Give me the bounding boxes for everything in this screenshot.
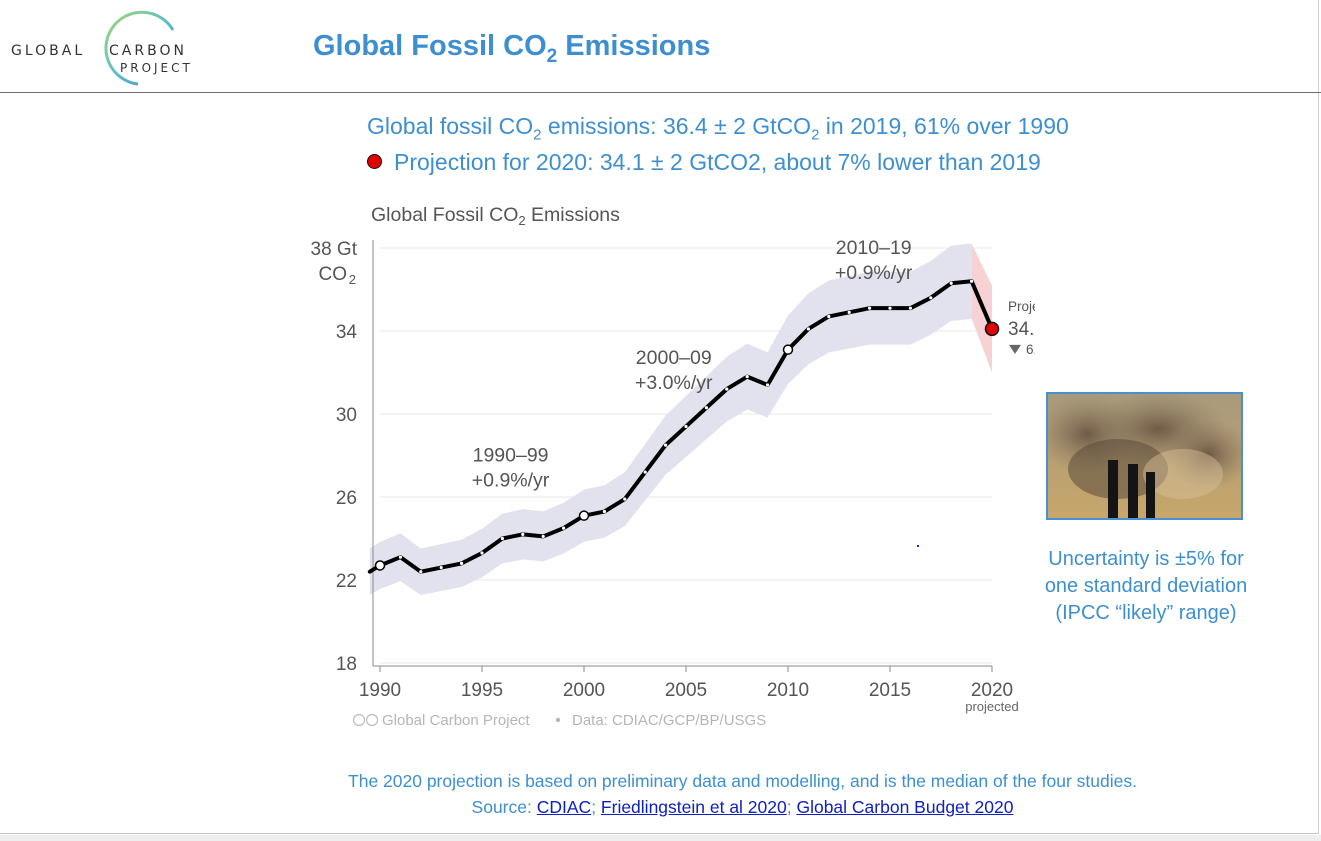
y-unit-label-co2: CO (319, 264, 348, 285)
y-tick-label-22: 22 (336, 571, 357, 592)
emissions-line-chart: 22 26 30 34 18 38 Gt CO 2 1990 1995 2000 2005 2010 20… (311, 204, 1035, 729)
data-point-1990 (374, 560, 386, 571)
projection-label-value: 34.1 Gt CO2 (1008, 319, 1035, 342)
header-divider (0, 92, 1321, 93)
chart-series (367, 279, 1000, 574)
headline-projection-2020: Projection for 2020: 34.1 ± 2 GtCO2, abo… (367, 149, 1041, 176)
credit-separator-dot (555, 717, 561, 723)
smokestack-photo (1046, 392, 1243, 520)
annotation-rate-1: +3.0%/yr (635, 372, 713, 394)
data-point-2005 (684, 424, 688, 429)
friedlingstein-link[interactable]: Friedlingstein et al 2020 (600, 797, 787, 817)
global-carbon-budget-link[interactable]: Global Carbon Budget 2020 (796, 797, 1014, 817)
cdiac-link[interactable]: CDIAC (536, 797, 592, 817)
credit-org: Global Carbon Project (382, 712, 530, 729)
y-unit-label: 38 Gt (311, 239, 358, 260)
projection-point-2020 (984, 321, 1000, 337)
red-bullet-icon (367, 154, 382, 170)
x-tick-label-2000: 2000 (563, 680, 605, 701)
data-point-1994 (460, 561, 464, 565)
y-tick-label-30: 30 (336, 405, 357, 426)
uncertainty-note: Uncertainty is ±5% for one standard devi… (1044, 548, 1248, 624)
data-point-1995 (480, 551, 484, 555)
data-point-1996 (500, 536, 504, 541)
x-tick-label-2010: 2010 (767, 680, 809, 701)
y-tick-label-26: 26 (336, 488, 357, 509)
x-tick-note-projected: projected (965, 699, 1018, 714)
data-point-2016 (908, 306, 913, 310)
data-point-2001 (602, 509, 606, 514)
chart-uncertainty-bands (369, 243, 992, 595)
data-point-2019 (970, 279, 974, 283)
data-point-1999 (562, 526, 566, 530)
projection-label-title: Projection 2020 (1008, 299, 1035, 314)
data-point-1998 (541, 534, 545, 539)
data-point-2018 (949, 281, 953, 285)
data-point-2007 (725, 387, 729, 391)
by-license-icon (365, 713, 379, 727)
x-tick-label-2020: 2020 (971, 680, 1013, 701)
data-point-2002 (623, 497, 627, 501)
logo-text-project: PROJECT (120, 61, 193, 75)
data-point-2012 (827, 314, 831, 319)
footnote: The 2020 projection is based on prelimin… (270, 768, 1215, 820)
headline-emissions-2019: Global fossil CO2 emissions: 36.4 ± 2 Gt… (367, 113, 1069, 144)
data-point-2000 (578, 510, 590, 521)
cc-license-icon (352, 713, 366, 727)
annotation-period-0: 1990–99 (473, 445, 549, 467)
data-point-1991 (398, 555, 402, 559)
data-point-1997 (521, 532, 525, 536)
data-point-2017 (929, 296, 933, 300)
data-point-2010 (782, 344, 794, 355)
data-point-1992 (419, 570, 423, 574)
projection-label-change: 6.7% (1026, 342, 1035, 357)
data-point-2015 (888, 306, 892, 310)
data-point-2009 (766, 383, 770, 387)
data-point-2014 (868, 306, 872, 310)
bottom-strip (0, 835, 1321, 841)
stray-dot (917, 545, 919, 547)
data-point-2011 (806, 327, 810, 331)
x-tick-label-2005: 2005 (665, 680, 707, 701)
annotation-period-1: 2000–09 (636, 347, 712, 369)
chart-title: Global Fossil CO2 Emissions (371, 204, 620, 228)
logo-arc-icon (104, 10, 175, 86)
x-tick-label-1990: 1990 (359, 680, 401, 701)
data-point-2003 (643, 470, 647, 474)
down-triangle-icon (1009, 344, 1021, 354)
x-tick-label-2015: 2015 (869, 680, 911, 701)
annotation-rate-0: +0.9%/yr (472, 470, 550, 492)
uncertainty-band (369, 243, 972, 595)
data-point-2006 (704, 406, 708, 410)
data-point-2004 (664, 443, 668, 447)
projection-line (969, 279, 994, 331)
footnote-line: The 2020 projection is based on prelimin… (348, 771, 1137, 791)
credit-data: Data: CDIAC/GCP/BP/USGS (572, 712, 766, 729)
y-unit-label-sub: 2 (349, 272, 356, 287)
slide-title: Global Fossil CO2 Emissions (313, 30, 711, 67)
logo-text-carbon: CARBON (109, 43, 187, 59)
annotation-rate-2: +0.9%/yr (835, 262, 913, 284)
y-tick-label-34: 34 (336, 322, 358, 343)
logo-text-global: GLOBAL (11, 43, 85, 59)
chart-axes (372, 240, 993, 672)
x-tick-label-1995: 1995 (461, 680, 503, 701)
source-line: Source: CDIAC; Friedlingstein et al 2020… (471, 797, 1014, 817)
data-point-2008 (745, 375, 749, 379)
annotation-period-2: 2010–19 (836, 237, 912, 259)
y-tick-label-18: 18 (336, 654, 357, 675)
global-carbon-project-logo: GLOBAL CARBON PROJECT (11, 10, 193, 86)
data-point-2013 (847, 310, 851, 314)
chart-labels: 22 26 30 34 18 38 Gt CO 2 1990 1995 2000 2005 2010 20… (311, 204, 1035, 729)
data-point-1993 (439, 565, 443, 570)
